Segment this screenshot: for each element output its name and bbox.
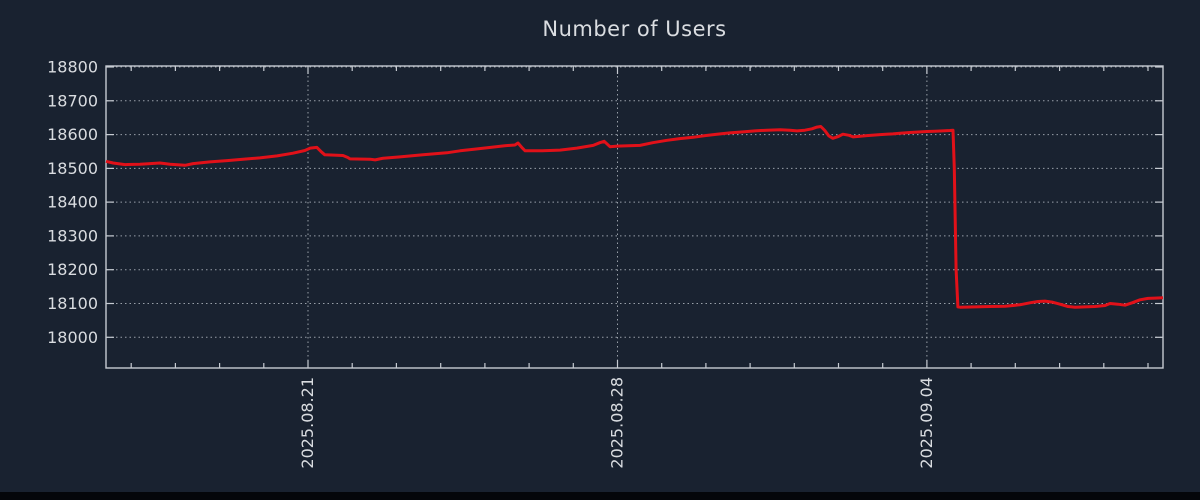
y-tick-label: 18100 <box>47 294 98 313</box>
y-tick-label: 18400 <box>47 193 98 212</box>
y-tick-label: 18500 <box>47 159 98 178</box>
plot-border <box>105 65 1164 369</box>
chart-title: Number of Users <box>542 17 727 41</box>
bottom-letterbox-bar <box>0 492 1200 500</box>
x-tick-label: 2025.08.28 <box>608 377 627 469</box>
y-tick-label: 18800 <box>47 58 98 77</box>
y-tick-label: 18000 <box>47 328 98 347</box>
x-tick-label: 2025.09.04 <box>917 377 936 469</box>
y-tick-label: 18200 <box>47 260 98 279</box>
y-tick-label: 18700 <box>47 91 98 110</box>
y-tick-label: 18600 <box>47 125 98 144</box>
data-line-users <box>105 125 1164 309</box>
y-tick-label: 18300 <box>47 226 98 245</box>
x-tick-label: 2025.08.21 <box>298 377 317 469</box>
